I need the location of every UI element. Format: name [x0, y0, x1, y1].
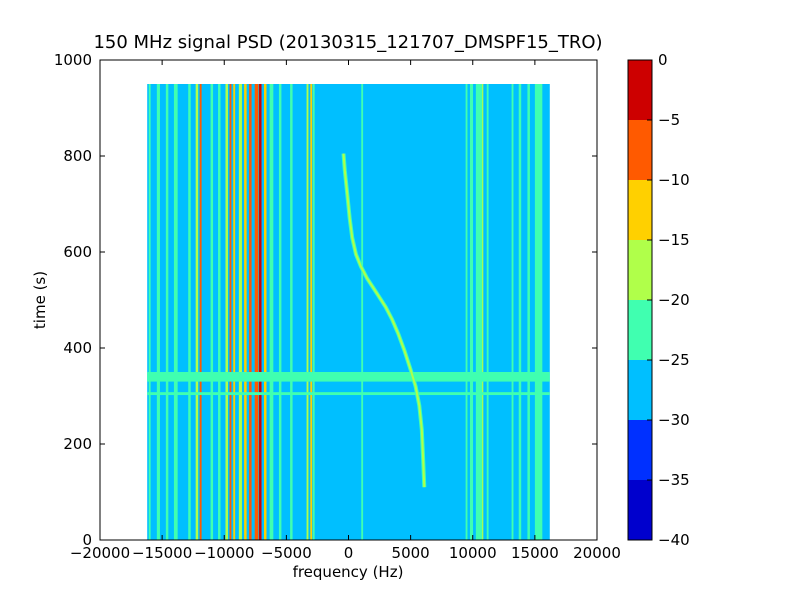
y-tick-label: 1000: [54, 51, 92, 69]
colorbar-tick-label: −40: [658, 531, 690, 549]
x-tick-label: −15000: [132, 544, 192, 562]
colorbar-tick-label: −20: [658, 291, 690, 309]
spectral-line-10: [229, 84, 232, 540]
colorbar-tick-label: −30: [658, 411, 690, 429]
spectral-line-13: [244, 84, 247, 540]
spectral-line-31: [518, 84, 522, 540]
spectral-line-22: [310, 84, 313, 540]
colorbar-tick-label: −10: [658, 171, 690, 189]
spectral-line-32: [527, 84, 530, 540]
doppler-trace: [342, 153, 426, 488]
spectral-line-11: [233, 84, 236, 540]
y-tick-label: 400: [63, 339, 92, 357]
y-axis-label: time (s): [31, 271, 49, 329]
spectral-line-24: [361, 84, 364, 540]
spectral-line-4: [188, 84, 191, 540]
colorbar-segment: [628, 180, 652, 240]
spectral-line-2: [165, 84, 169, 540]
time-band-1: [147, 392, 550, 396]
colorbar-tick-label: −5: [658, 111, 680, 129]
spectral-line-17: [264, 84, 267, 540]
x-tick-label: 0: [344, 544, 354, 562]
spectral-line-18: [269, 84, 274, 540]
x-tick-label: −20000: [70, 544, 130, 562]
plot-area: −20000 −15000 −10000 −5000 0 5000 10000 15000 20…: [54, 51, 621, 562]
spectral-line-20: [290, 84, 293, 540]
x-tick-label: −5000: [261, 544, 312, 562]
spectral-line-8: [218, 84, 221, 540]
colorbar-tick-label: −25: [658, 351, 690, 369]
y-tick-label: 200: [63, 435, 92, 453]
spectral-line-12: [238, 84, 242, 540]
heatmap-background: [147, 84, 550, 540]
x-axis: −20000 −15000 −10000 −5000 0 5000 10000 15000 20…: [70, 60, 621, 562]
colorbar-segment: [628, 240, 652, 300]
spectral-line-7: [210, 84, 214, 540]
spectral-line-1: [156, 84, 160, 540]
colorbar-segment: [628, 60, 652, 120]
spectral-line-19: [278, 84, 282, 540]
heatmap-layer: [147, 84, 550, 540]
y-axis: 0 200 400 600 800 1000: [54, 51, 597, 549]
x-tick-label: 15000: [511, 544, 559, 562]
spectral-line-3: [173, 84, 178, 540]
colorbar-segment: [628, 420, 652, 480]
spectral-line-9: [225, 84, 228, 540]
spectral-line-28: [482, 84, 484, 540]
colorbar: −40 −35 −30 −25 −20 −15 −10 −5 0: [627, 51, 690, 549]
x-tick-label: 20000: [573, 544, 621, 562]
y-tick-label: 0: [82, 531, 92, 549]
spectral-line-30: [511, 84, 514, 540]
spectral-line-25: [465, 84, 468, 540]
spectral-line-27: [475, 84, 483, 540]
spectral-line-23: [312, 84, 315, 540]
y-tick-label: 600: [63, 243, 92, 261]
y-tick-label: 800: [63, 147, 92, 165]
spectral-line-5: [195, 84, 199, 540]
spectral-line-29: [486, 84, 489, 540]
time-band-0: [147, 372, 550, 382]
x-axis-label: frequency (Hz): [293, 563, 404, 581]
colorbar-segment: [628, 300, 652, 360]
colorbar-segment: [628, 120, 652, 180]
spectral-line-15: [254, 84, 259, 540]
spectral-line-6: [199, 84, 202, 540]
spectral-line-0: [148, 84, 151, 540]
colorbar-segment: [628, 360, 652, 420]
colorbar-tick-label: −35: [658, 471, 690, 489]
colorbar-tick-label: 0: [658, 51, 668, 69]
x-tick-label: 5000: [392, 544, 430, 562]
spectral-line-14: [249, 84, 252, 540]
spectral-line-21: [306, 84, 309, 540]
spectral-line-16: [259, 84, 262, 540]
chart-title: 150 MHz signal PSD (20130315_121707_DMSP…: [93, 32, 602, 53]
x-tick-label: 10000: [449, 544, 497, 562]
spectral-line-26: [469, 84, 474, 540]
colorbar-segment: [628, 480, 652, 540]
x-tick-label: −10000: [194, 544, 254, 562]
spectral-line-33: [534, 84, 543, 540]
colorbar-tick-label: −15: [658, 231, 690, 249]
